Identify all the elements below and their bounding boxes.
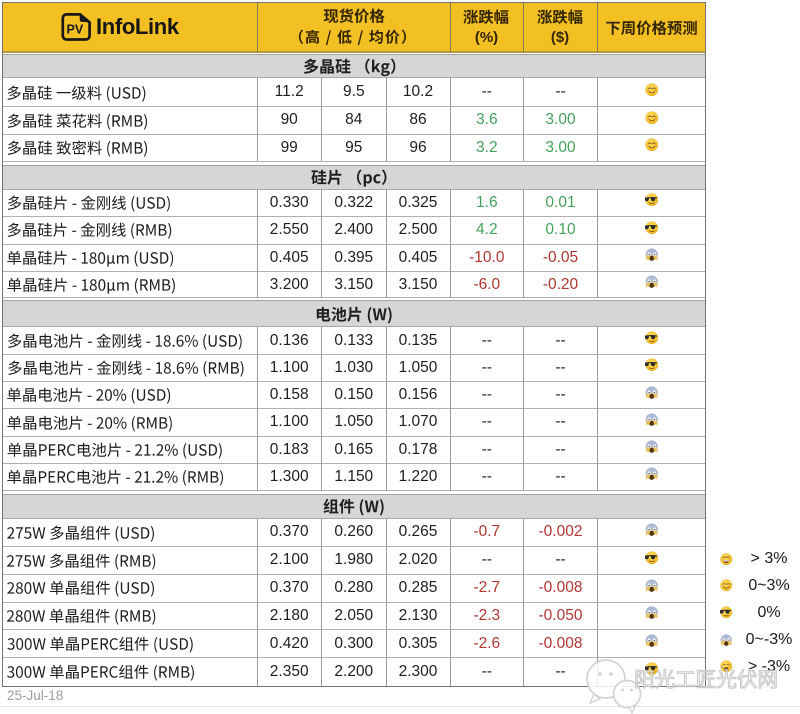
svg-text:PV: PV xyxy=(67,23,84,37)
